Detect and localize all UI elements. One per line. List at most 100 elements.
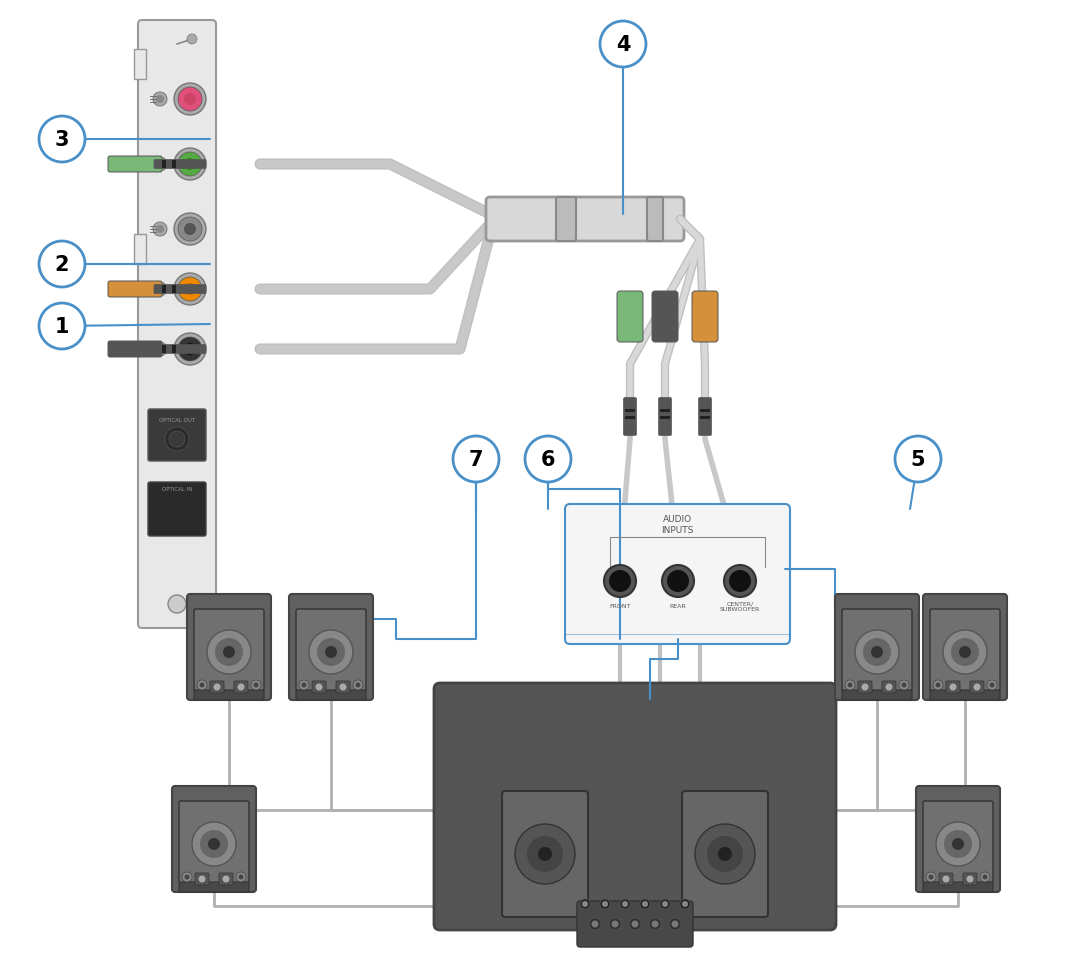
FancyBboxPatch shape xyxy=(577,901,693,947)
Circle shape xyxy=(589,918,601,930)
FancyBboxPatch shape xyxy=(565,505,790,645)
Circle shape xyxy=(527,836,563,872)
FancyBboxPatch shape xyxy=(296,690,366,700)
FancyBboxPatch shape xyxy=(194,609,264,691)
Circle shape xyxy=(871,646,883,658)
Circle shape xyxy=(669,918,681,930)
Circle shape xyxy=(156,286,164,293)
Circle shape xyxy=(671,920,679,927)
Circle shape xyxy=(317,639,345,666)
Bar xyxy=(134,50,146,80)
FancyBboxPatch shape xyxy=(658,398,671,436)
Text: CENTER/
SUBWOOFER: CENTER/ SUBWOOFER xyxy=(720,601,760,612)
FancyBboxPatch shape xyxy=(692,291,718,342)
Text: 1: 1 xyxy=(55,317,69,336)
FancyBboxPatch shape xyxy=(916,786,1000,892)
Circle shape xyxy=(660,899,670,910)
FancyBboxPatch shape xyxy=(647,198,663,242)
FancyBboxPatch shape xyxy=(617,291,643,342)
Circle shape xyxy=(861,684,869,690)
Circle shape xyxy=(39,242,85,288)
Text: 3: 3 xyxy=(55,130,69,150)
Circle shape xyxy=(950,684,956,690)
Circle shape xyxy=(538,847,552,861)
Circle shape xyxy=(208,838,220,850)
Circle shape xyxy=(973,684,981,690)
Circle shape xyxy=(591,920,599,927)
Circle shape xyxy=(652,920,658,927)
FancyBboxPatch shape xyxy=(930,609,1000,691)
FancyBboxPatch shape xyxy=(652,291,678,342)
Circle shape xyxy=(185,874,190,879)
Circle shape xyxy=(156,345,164,354)
Bar xyxy=(700,410,710,413)
FancyBboxPatch shape xyxy=(930,690,1000,700)
FancyBboxPatch shape xyxy=(624,398,637,436)
FancyBboxPatch shape xyxy=(289,595,373,700)
Circle shape xyxy=(845,681,855,690)
Circle shape xyxy=(602,901,607,907)
FancyBboxPatch shape xyxy=(194,690,264,700)
FancyBboxPatch shape xyxy=(556,198,576,242)
Circle shape xyxy=(197,681,207,690)
Bar xyxy=(162,345,166,354)
FancyBboxPatch shape xyxy=(210,682,224,693)
Circle shape xyxy=(207,631,251,674)
Bar xyxy=(134,235,146,265)
Circle shape xyxy=(355,683,360,688)
FancyBboxPatch shape xyxy=(148,410,206,462)
Circle shape xyxy=(178,153,202,177)
Circle shape xyxy=(185,343,196,356)
Circle shape xyxy=(185,158,196,171)
Bar xyxy=(172,160,176,169)
Circle shape xyxy=(901,683,906,688)
Circle shape xyxy=(899,681,909,690)
Circle shape xyxy=(886,684,892,690)
Circle shape xyxy=(612,920,618,927)
Circle shape xyxy=(944,830,972,858)
Circle shape xyxy=(631,920,639,927)
Circle shape xyxy=(987,681,997,690)
FancyBboxPatch shape xyxy=(486,198,684,242)
FancyBboxPatch shape xyxy=(502,791,588,917)
Circle shape xyxy=(315,684,323,690)
Circle shape xyxy=(629,918,641,930)
Circle shape xyxy=(663,901,668,907)
FancyBboxPatch shape xyxy=(195,873,209,885)
Bar xyxy=(660,410,670,413)
Circle shape xyxy=(178,88,202,111)
FancyBboxPatch shape xyxy=(108,282,162,297)
Circle shape xyxy=(153,223,167,237)
Circle shape xyxy=(153,283,167,296)
Circle shape xyxy=(174,274,206,306)
Circle shape xyxy=(663,565,694,598)
FancyBboxPatch shape xyxy=(187,595,271,700)
Circle shape xyxy=(200,683,205,688)
Circle shape xyxy=(187,35,197,45)
Circle shape xyxy=(251,681,261,690)
Circle shape xyxy=(609,918,622,930)
Circle shape xyxy=(309,631,353,674)
Circle shape xyxy=(214,684,220,690)
Bar xyxy=(625,410,636,413)
Circle shape xyxy=(942,875,950,882)
Circle shape xyxy=(215,639,243,666)
Circle shape xyxy=(182,872,192,882)
Circle shape xyxy=(156,226,164,234)
FancyBboxPatch shape xyxy=(179,882,249,892)
FancyBboxPatch shape xyxy=(108,156,162,173)
Bar xyxy=(700,417,710,420)
Circle shape xyxy=(967,875,973,882)
FancyBboxPatch shape xyxy=(154,345,206,354)
Circle shape xyxy=(855,631,899,674)
FancyBboxPatch shape xyxy=(434,684,836,930)
Circle shape xyxy=(952,838,964,850)
Circle shape xyxy=(525,436,571,482)
Circle shape xyxy=(153,93,167,107)
Circle shape xyxy=(935,683,941,688)
Circle shape xyxy=(222,875,230,882)
Circle shape xyxy=(185,94,196,106)
Text: 2: 2 xyxy=(55,254,69,275)
Bar xyxy=(660,417,670,420)
FancyBboxPatch shape xyxy=(172,786,256,892)
